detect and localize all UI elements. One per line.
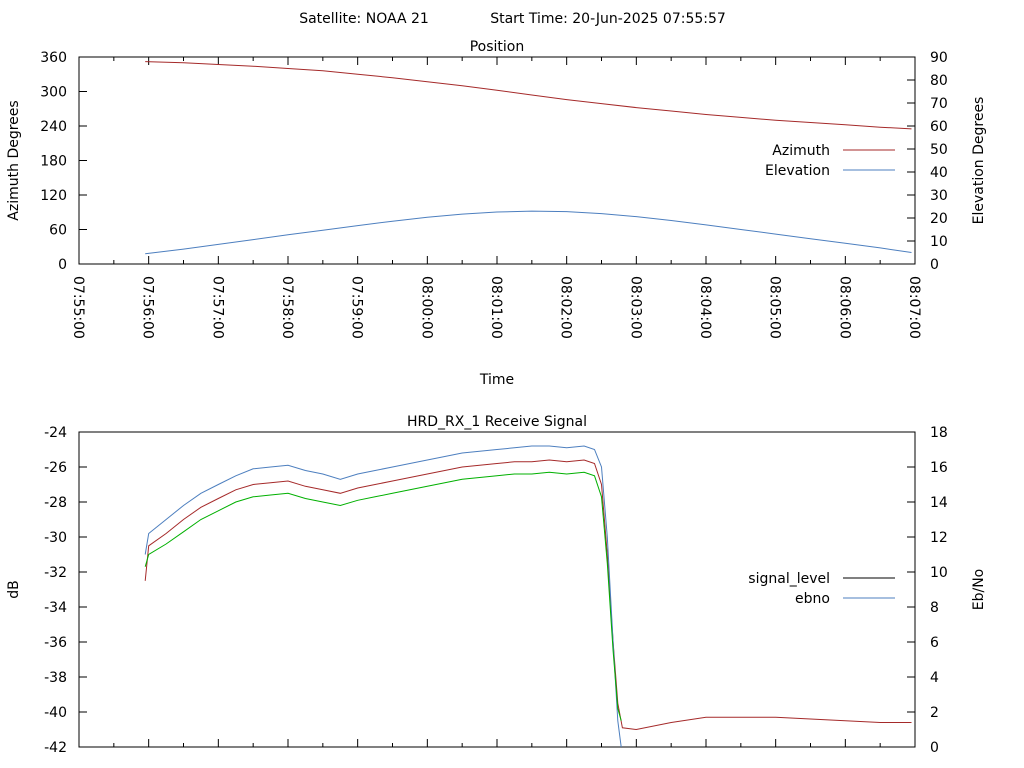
series-line-ebno [144,445,622,748]
y-tick-label: 60 [49,223,67,239]
x-tick-label: 07:59:00 [349,276,365,339]
satellite-label: Satellite: NOAA 21 [299,11,429,27]
y2-tick-label: 90 [930,50,948,66]
legend-label: Elevation [765,163,830,179]
legend-label: ebno [795,591,830,607]
y-tick-label: 300 [40,85,67,101]
y2-tick-label: 8 [930,600,939,616]
y2-tick-label: 0 [930,740,939,756]
position-chart: Position 0 60 120 180 240 300 360 0 10 20 30 40 50 60 7… [6,39,987,388]
y2-tick-label: 20 [930,211,948,227]
x-tick-label: 08:00:00 [418,276,434,339]
y-tick-label: 180 [40,154,67,170]
y2-tick-label: 14 [930,495,948,511]
series-line-signal_level [144,459,912,731]
x-tick-label: 08:03:00 [627,276,643,339]
plot-frame [78,56,916,265]
y-tick-label: -42 [44,740,67,756]
y-tick-label: 120 [40,188,67,204]
y-tick-label: -34 [44,600,67,616]
y-axis-title: dB [6,580,22,599]
x-tick-label: 08:07:00 [906,276,922,339]
x-tick-label: 08:06:00 [836,276,852,339]
x-tick-label: 07:56:00 [140,276,156,339]
series-line-Elevation [145,210,912,255]
x-axis-title: Time [479,372,514,388]
y2-tick-label: 12 [930,530,948,546]
y2-tick-label: 80 [930,73,948,89]
y2-tick-label: 70 [930,96,948,112]
y-tick-label: -36 [44,635,67,651]
y2-tick-label: 60 [930,119,948,135]
y2-axis-title: Elevation Degrees [971,97,987,225]
y2-tick-label: 10 [930,234,948,250]
y2-tick-label: 30 [930,188,948,204]
x-tick-label: 07:57:00 [209,276,225,339]
y-tick-label: -40 [44,705,67,721]
y2-tick-label: 40 [930,165,948,181]
y2-tick-label: 10 [930,565,948,581]
y2-tick-label: 50 [930,142,948,158]
start-time-label: Start Time: 20-Jun-2025 07:55:57 [490,11,726,27]
y2-tick-label: 16 [930,460,948,476]
y-tick-label: -30 [44,530,67,546]
chart-title: Position [470,39,525,55]
y2-axis-title: Eb/No [971,569,987,611]
legend-label: Azimuth [772,143,830,159]
x-tick-label: 08:04:00 [697,276,713,339]
y2-tick-label: 18 [930,425,948,441]
y2-tick-label: 0 [930,257,939,273]
y2-tick-label: 2 [930,705,939,721]
y-tick-label: -26 [44,460,67,476]
y-tick-label: -38 [44,670,67,686]
y-tick-label: 360 [40,50,67,66]
series-line-Azimuth [145,61,912,130]
y-tick-label: -32 [44,565,67,581]
x-tick-label: 08:02:00 [558,276,574,339]
x-tick-label: 07:58:00 [279,276,295,339]
series-line-series-2 [144,471,622,721]
y2-tick-label: 6 [930,635,939,651]
y-axis-title: Azimuth Degrees [6,100,22,220]
y-tick-label: 240 [40,119,67,135]
chart-title: HRD_RX_1 Receive Signal [407,414,587,430]
x-tick-label: 08:01:00 [488,276,504,339]
legend-label: signal_level [748,571,830,587]
x-tick-label: 07:55:00 [70,276,86,339]
y-tick-label: -28 [44,495,67,511]
receive-signal-chart: HRD_RX_1 Receive Signal -24 -26 -28 -30 -32 -3… [6,414,987,756]
y-tick-label: -24 [44,425,67,441]
plot-frame [78,431,916,748]
y2-tick-label: 4 [930,670,939,686]
y-tick-label: 0 [58,257,67,273]
x-tick-label: 08:05:00 [767,276,783,339]
